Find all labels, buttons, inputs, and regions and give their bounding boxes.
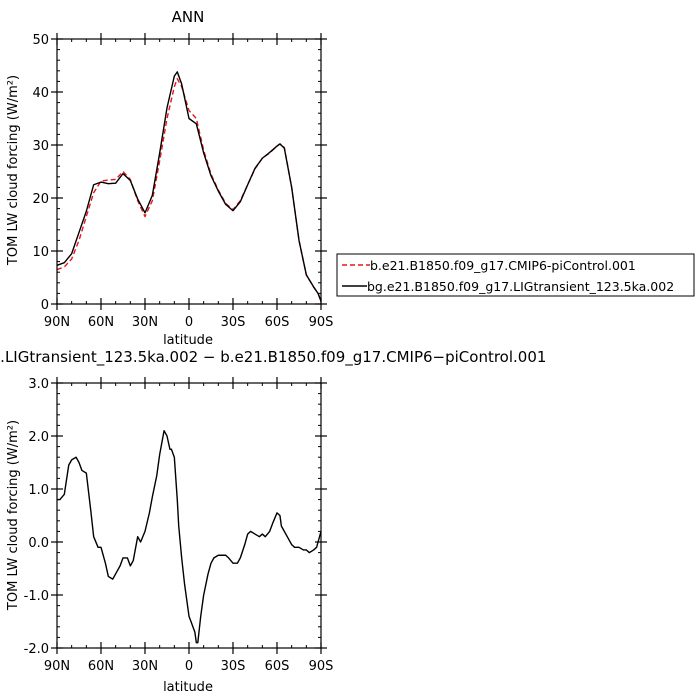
y-tick-label: 30	[32, 139, 49, 154]
y-tick-label: 20	[32, 192, 49, 207]
bottom-x-axis-label: latitude	[163, 680, 213, 695]
series-line-0	[56, 78, 322, 302]
x-tick-label: 60N	[88, 315, 114, 330]
top-plot-frame	[56, 38, 322, 305]
y-tick-label: 40	[32, 86, 49, 101]
top-chart-title: ANN	[172, 8, 205, 26]
y-tick-label: 2.0	[28, 430, 49, 445]
series-line-0	[57, 430, 322, 644]
y-tick-label: 10	[32, 245, 49, 260]
top-x-axis-label: latitude	[163, 333, 213, 348]
legend-label-control: b.e21.B1850.f09_g17.CMIP6-piControl.001	[370, 258, 636, 273]
y-tick-label: -1.0	[24, 589, 49, 604]
x-tick-label: 90N	[44, 659, 70, 674]
y-tick-label: 0.0	[28, 536, 49, 551]
top-y-axis-label: TOM LW cloud forcing (W/m²)	[6, 75, 21, 266]
x-tick-label: 60N	[88, 659, 114, 674]
x-tick-label: 90S	[309, 315, 334, 330]
x-tick-label: 60S	[265, 659, 290, 674]
x-tick-label: 0	[185, 659, 193, 674]
bottom-y-ticks: 3.0 2.0 1.0 0.0 -1.0 -2.0	[24, 377, 327, 657]
y-tick-label: 50	[32, 33, 49, 48]
series-line-1	[56, 71, 322, 302]
top-panel: ANN TOM LW cloud forcing (W/m²) latitude…	[6, 8, 333, 348]
bottom-y-axis-label: TOM LW cloud forcing (W/m²)	[6, 420, 21, 611]
y-tick-label: 1.0	[28, 483, 49, 498]
x-tick-label: 0	[185, 315, 193, 330]
x-tick-label: 30N	[132, 315, 158, 330]
top-series-lines	[56, 71, 322, 302]
bottom-x-ticks: 90N 60N 30N 0 30S 60S 90S	[44, 377, 334, 674]
legend-box	[336, 253, 695, 297]
x-tick-label: 30N	[132, 659, 158, 674]
y-tick-label: 0	[41, 298, 49, 313]
bottom-plot-frame	[56, 382, 322, 649]
x-tick-label: 90S	[309, 659, 334, 674]
top-y-ticks: 0 10 20 30 40 50	[32, 33, 327, 313]
x-tick-label: 60S	[265, 315, 290, 330]
legend-label-transient: bg.e21.B1850.f09_g17.LIGtransient_123.5k…	[367, 279, 674, 294]
y-tick-label: 3.0	[28, 377, 49, 392]
bottom-chart-title: bg.e21.B1850.f09_g17.LIGtransient_123.5k…	[0, 348, 546, 367]
y-tick-label: -2.0	[24, 642, 49, 657]
legend: b.e21.B1850.f09_g17.CMIP6-piControl.001 …	[336, 253, 695, 297]
x-tick-label: 90N	[44, 315, 70, 330]
x-tick-label: 30S	[221, 315, 246, 330]
x-tick-label: 30S	[221, 659, 246, 674]
bottom-series-lines	[57, 430, 322, 644]
bottom-panel: bg.e21.B1850.f09_g17.LIGtransient_123.5k…	[0, 348, 546, 695]
